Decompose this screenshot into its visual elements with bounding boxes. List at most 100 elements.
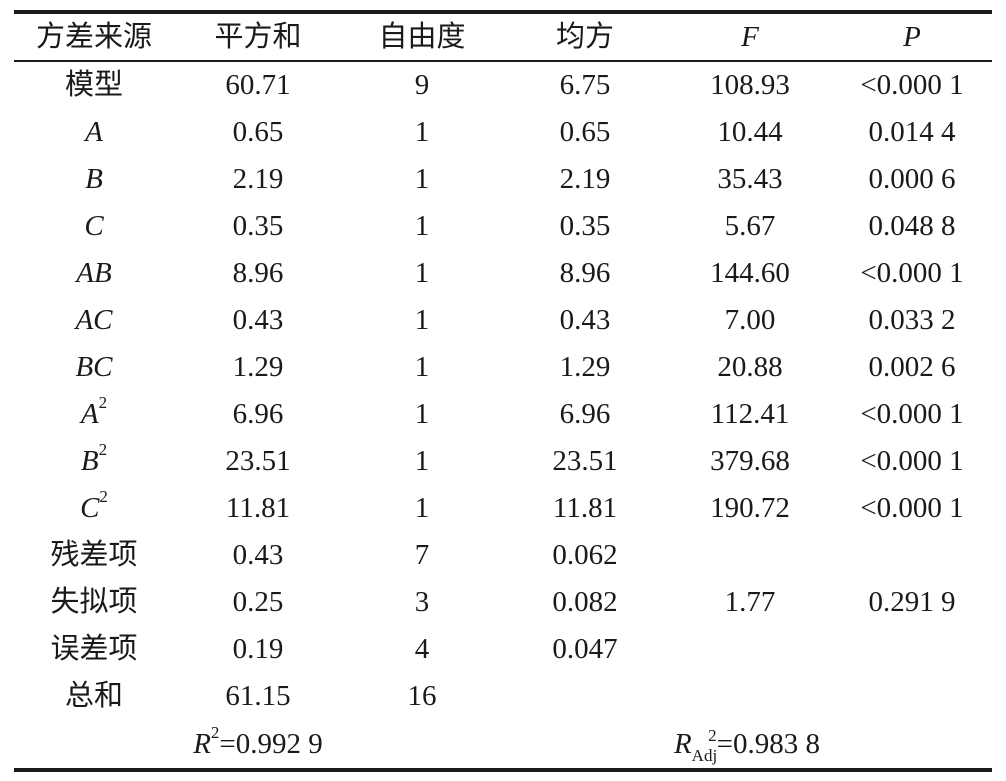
cell-source: A2 <box>80 393 108 430</box>
r-squared: R2=0.992 9 <box>193 723 323 760</box>
table-row: BC 1.29 1 1.29 20.88 0.002 6 <box>14 344 992 391</box>
table-row: AB 8.96 1 8.96 144.60 <0.000 1 <box>14 250 992 297</box>
cell-source: 总和 <box>64 680 123 712</box>
table-row: AC 0.43 1 0.43 7.00 0.033 2 <box>14 297 992 344</box>
header-mean-square: 均方 <box>555 21 614 53</box>
anova-table: 方差来源 平方和 自由度 均方 F P 模型 60.71 9 6.75 108.93 <0… <box>14 10 992 772</box>
cell-source: BC <box>75 351 113 383</box>
cell-sum-of-squares: 61.15 <box>225 680 291 712</box>
cell-sum-of-squares: 11.81 <box>225 492 291 524</box>
cell-p-value: <0.000 1 <box>860 445 964 477</box>
header-rule <box>14 60 992 62</box>
cell-mean-square: 1.29 <box>559 351 611 383</box>
cell-degrees-of-freedom: 1 <box>414 163 430 195</box>
header-p-value: P <box>903 21 921 53</box>
cell-source: A <box>85 116 103 148</box>
cell-sum-of-squares: 0.25 <box>232 586 284 618</box>
cell-p-value: 0.000 6 <box>868 163 956 195</box>
cell-degrees-of-freedom: 9 <box>414 69 430 101</box>
table-row: B2 23.51 1 23.51 379.68 <0.000 1 <box>14 438 992 485</box>
cell-f-value <box>668 626 832 673</box>
r-squared-adjusted: RAdj2=0.983 8 <box>673 726 821 765</box>
cell-degrees-of-freedom: 1 <box>414 351 430 383</box>
cell-f-value: 190.72 <box>710 492 790 524</box>
cell-mean-square: 23.51 <box>552 445 618 477</box>
cell-source: B2 <box>80 440 108 477</box>
cell-sum-of-squares: 0.43 <box>232 539 284 571</box>
cell-sum-of-squares: 0.43 <box>232 304 284 336</box>
cell-sum-of-squares: 0.65 <box>232 116 284 148</box>
cell-source: 残差项 <box>50 539 138 571</box>
cell-f-value: 7.00 <box>724 304 776 336</box>
cell-degrees-of-freedom: 1 <box>414 398 430 430</box>
cell-degrees-of-freedom: 4 <box>414 633 430 665</box>
cell-f-value: 10.44 <box>717 116 783 148</box>
cell-f-value: 5.67 <box>724 210 776 242</box>
cell-sum-of-squares: 23.51 <box>225 445 291 477</box>
cell-f-value: 108.93 <box>710 69 790 101</box>
cell-source: C2 <box>80 487 108 524</box>
cell-mean-square: 0.43 <box>559 304 611 336</box>
cell-degrees-of-freedom: 1 <box>414 210 430 242</box>
cell-p-value <box>832 532 992 579</box>
table-row: B 2.19 1 2.19 35.43 0.000 6 <box>14 156 992 203</box>
cell-sum-of-squares: 1.29 <box>232 351 284 383</box>
cell-source: 模型 <box>64 69 123 101</box>
header-source: 方差来源 <box>35 21 152 53</box>
anova-grid: 方差来源 平方和 自由度 均方 F P 模型 60.71 9 6.75 108.93 <0… <box>14 14 992 768</box>
cell-mean-square: 11.81 <box>552 492 618 524</box>
table-row: A 0.65 1 0.65 10.44 0.014 4 <box>14 109 992 156</box>
cell-f-value: 1.77 <box>724 586 776 618</box>
cell-mean-square: 2.19 <box>559 163 611 195</box>
cell-degrees-of-freedom: 3 <box>414 586 430 618</box>
cell-sum-of-squares: 0.19 <box>232 633 284 665</box>
cell-sum-of-squares: 2.19 <box>232 163 284 195</box>
cell-p-value: 0.014 4 <box>868 116 956 148</box>
cell-degrees-of-freedom: 16 <box>407 680 437 712</box>
cell-p-value: <0.000 1 <box>860 257 964 289</box>
cell-mean-square: 0.062 <box>552 539 618 571</box>
cell-degrees-of-freedom: 1 <box>414 257 430 289</box>
cell-p-value: 0.048 8 <box>868 210 956 242</box>
cell-source: AC <box>75 304 113 336</box>
cell-f-value <box>668 673 832 720</box>
top-rule <box>14 10 992 14</box>
cell-degrees-of-freedom: 1 <box>414 304 430 336</box>
cell-mean-square: 0.082 <box>552 586 618 618</box>
cell-degrees-of-freedom: 1 <box>414 445 430 477</box>
cell-source: AB <box>76 257 112 289</box>
summary-row: R2=0.992 9 RAdj2=0.983 8 <box>14 720 992 768</box>
cell-source: C <box>84 210 104 242</box>
table-row: 残差项 0.43 7 0.062 <box>14 532 992 579</box>
table-row: 模型 60.71 9 6.75 108.93 <0.000 1 <box>14 62 992 109</box>
bottom-rule <box>14 768 992 772</box>
header-f-value: F <box>741 21 759 53</box>
cell-degrees-of-freedom: 1 <box>414 492 430 524</box>
cell-p-value: <0.000 1 <box>860 69 964 101</box>
cell-p-value: 0.291 9 <box>868 586 956 618</box>
table-row: C2 11.81 1 11.81 190.72 <0.000 1 <box>14 485 992 532</box>
cell-degrees-of-freedom: 1 <box>414 116 430 148</box>
table-row: 误差项 0.19 4 0.047 <box>14 626 992 673</box>
cell-f-value: 144.60 <box>710 257 790 289</box>
cell-p-value: <0.000 1 <box>860 492 964 524</box>
cell-mean-square: 6.75 <box>559 69 611 101</box>
table-row: C 0.35 1 0.35 5.67 0.048 8 <box>14 203 992 250</box>
table-row: A2 6.96 1 6.96 112.41 <0.000 1 <box>14 391 992 438</box>
cell-f-value <box>668 532 832 579</box>
cell-f-value: 35.43 <box>717 163 783 195</box>
header-sum-of-squares: 平方和 <box>214 21 302 53</box>
cell-f-value: 112.41 <box>710 398 790 430</box>
cell-p-value: 0.002 6 <box>868 351 956 383</box>
cell-mean-square: 0.35 <box>559 210 611 242</box>
cell-p-value <box>832 626 992 673</box>
cell-source: B <box>85 163 103 195</box>
cell-degrees-of-freedom: 7 <box>414 539 430 571</box>
cell-source: 失拟项 <box>50 586 138 618</box>
cell-mean-square: 0.65 <box>559 116 611 148</box>
cell-p-value: <0.000 1 <box>860 398 964 430</box>
header-degrees-of-freedom: 自由度 <box>378 21 466 53</box>
cell-sum-of-squares: 0.35 <box>232 210 284 242</box>
cell-source: 误差项 <box>50 633 138 665</box>
cell-mean-square <box>502 673 668 720</box>
